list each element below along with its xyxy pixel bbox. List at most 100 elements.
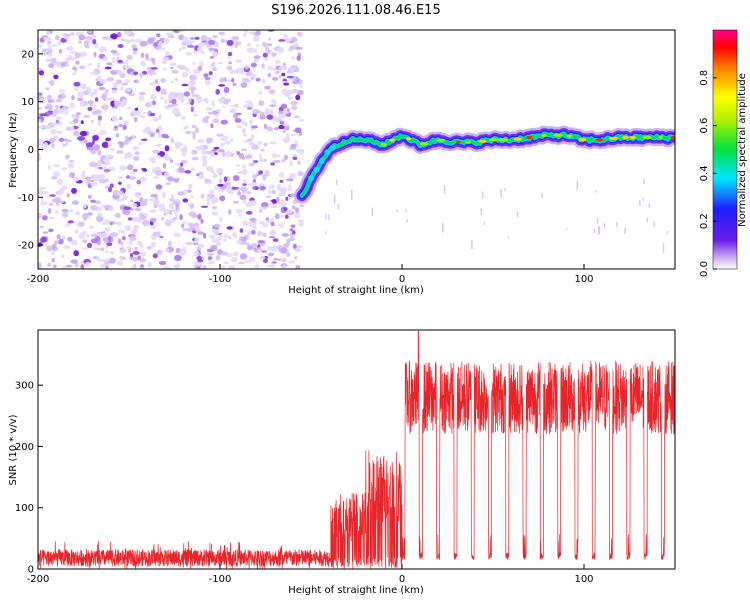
noise-speckle (232, 113, 239, 119)
noise-speckle (184, 125, 189, 129)
noise-speckle (51, 258, 56, 263)
noise-speckle (38, 189, 44, 195)
noise-speckle (158, 203, 165, 210)
noise-speckle (55, 98, 62, 103)
noise-speckle (266, 114, 274, 120)
spectrogram-xlabel: Height of straight line (km) (288, 285, 424, 296)
noise-speckle (73, 81, 81, 87)
noise-speckle (122, 166, 129, 170)
noise-speckle (291, 105, 298, 111)
spectrogram-xtick-label: -100 (209, 274, 232, 285)
noise-speckle (212, 67, 217, 72)
noise-speckle (139, 72, 144, 77)
noise-speckle (144, 198, 149, 202)
noise-speckle (49, 194, 56, 197)
noise-speckle (286, 252, 291, 257)
noise-speckle (225, 150, 232, 157)
noise-speckle (140, 52, 145, 59)
noise-speckle (138, 95, 145, 102)
noise-speckle (180, 223, 185, 229)
noise-speckle (246, 42, 251, 47)
noise-speckle (297, 219, 305, 223)
noise-speckle (69, 102, 75, 109)
noise-speckle (102, 258, 111, 262)
noise-speckle (74, 229, 79, 234)
noise-speckle (153, 176, 159, 179)
noise-speckle (105, 178, 109, 182)
noise-speckle (278, 39, 286, 42)
noise-speckle (45, 87, 50, 91)
noise-streak (481, 191, 484, 199)
noise-speckle (271, 77, 279, 81)
noise-speckle (47, 41, 52, 44)
colorbar-ticks: 0.0 0.2 0.4 0.6 0.8 (699, 70, 717, 277)
noise-speckle (99, 129, 107, 136)
noise-speckle (171, 69, 179, 74)
noise-speckle (292, 76, 297, 81)
noise-speckle (296, 55, 301, 61)
noise-speckle (110, 49, 118, 54)
noise-speckle (190, 167, 196, 172)
noise-speckle (107, 142, 112, 148)
noise-speckle (242, 133, 248, 137)
noise-speckle (165, 248, 170, 253)
noise-speckle (80, 264, 85, 269)
noise-speckle (223, 261, 229, 265)
noise-speckle (48, 107, 53, 111)
noise-speckle (244, 154, 253, 160)
noise-speckle (284, 214, 289, 219)
noise-speckle (211, 149, 217, 152)
noise-speckle (43, 36, 52, 42)
noise-speckle (69, 51, 77, 54)
noise-speckle (39, 98, 46, 104)
noise-speckle (93, 51, 97, 58)
noise-speckle (61, 208, 69, 213)
noise-speckle (236, 239, 243, 244)
noise-speckle (136, 217, 142, 223)
noise-speckle (133, 246, 139, 251)
noise-speckle (266, 126, 274, 132)
noise-speckle (54, 61, 61, 68)
noise-speckle (294, 127, 302, 134)
noise-speckle (182, 228, 189, 232)
noise-speckle (88, 225, 95, 230)
noise-speckle (243, 178, 247, 184)
noise-speckle (160, 88, 167, 95)
noise-speckle (203, 232, 207, 239)
spectrogram-xtick-label: 100 (574, 274, 593, 285)
noise-speckle (90, 181, 98, 187)
noise-speckle (66, 46, 74, 51)
noise-speckle (57, 107, 66, 114)
colorbar-tick-label: 0.8 (699, 70, 710, 86)
noise-speckle (233, 200, 239, 204)
noise-speckle (158, 260, 167, 265)
noise-speckle (222, 234, 230, 239)
noise-speckle (160, 96, 165, 100)
noise-speckle (281, 158, 286, 163)
noise-speckle (133, 168, 138, 173)
signal-hotspot (658, 135, 663, 140)
signal-hotspot (578, 137, 587, 142)
noise-speckle (150, 241, 156, 248)
noise-speckle (179, 97, 185, 103)
noise-speckle (174, 78, 179, 81)
noise-speckle (215, 255, 221, 261)
noise-speckle (233, 175, 240, 182)
noise-speckle (130, 176, 136, 180)
noise-speckle (287, 96, 294, 100)
snr-frame (37, 329, 676, 570)
noise-speckle (248, 162, 255, 167)
noise-speckle (276, 184, 281, 187)
noise-speckle (131, 44, 137, 49)
noise-speckle (79, 83, 85, 89)
noise-speckle (125, 135, 129, 142)
noise-speckle (47, 99, 54, 103)
noise-speckle (67, 220, 75, 224)
noise-speckle (154, 169, 163, 176)
noise-speckle (178, 64, 185, 69)
noise-speckle (116, 31, 122, 38)
noise-speckle (224, 182, 231, 186)
noise-speckle (241, 78, 250, 81)
noise-speckle (127, 217, 134, 221)
noise-speckle (132, 250, 140, 255)
